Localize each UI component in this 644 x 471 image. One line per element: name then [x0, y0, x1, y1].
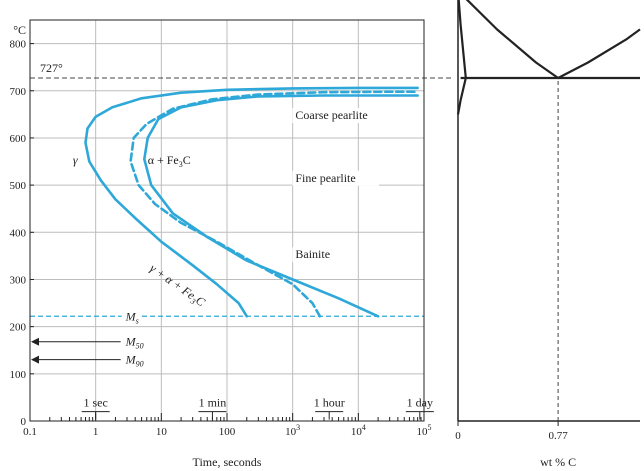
label-bg	[292, 247, 342, 263]
x-tick-label: 1	[93, 426, 99, 438]
x-tick-label: 105	[417, 423, 432, 438]
phase-line-2	[465, 0, 641, 80]
y-tick-label: 300	[10, 274, 27, 286]
phase-line-1	[456, 0, 467, 115]
y-tick-label: 700	[10, 86, 27, 98]
ms-label-bg	[121, 308, 142, 323]
y-tick-label: 0	[21, 416, 27, 428]
chart-labels: 1 sec 1 min 1 hour 1 day 727° Ms M50 M90 γ α + Fe…	[31, 61, 434, 420]
phase-diagram-chart: 0 0.77 wt % C	[455, 0, 641, 469]
time-marker-label: 1 sec	[84, 396, 108, 410]
y-axis-unit: °C	[13, 23, 26, 37]
y-tick-label: 100	[10, 369, 27, 381]
y-tick-label: 800	[10, 39, 27, 51]
time-marker-label: 1 min	[199, 396, 227, 410]
y-tick-label: 500	[10, 180, 27, 192]
region-label: γ + α + Fe3C	[146, 261, 208, 311]
rotated-label-group: γ + α + Fe3C	[146, 261, 208, 311]
x-axis-title: Time, seconds	[193, 455, 262, 469]
martensite-label: M50	[125, 335, 144, 351]
grid-lines	[29, 20, 425, 422]
transformation-curves	[84, 86, 419, 318]
region-label: α + Fe3C	[148, 153, 191, 169]
time-marker-label: 1 day	[407, 396, 433, 410]
region-label: Bainite	[295, 247, 330, 261]
ttt-diagram-chart: 0.1 1 10 100 103 104 105 0 100 200 300 400 500 600 700…	[10, 19, 454, 469]
ttt-curve-2	[129, 90, 419, 318]
ms-label: Ms	[125, 309, 139, 325]
label-bg	[292, 170, 379, 186]
reference-lines	[30, 77, 454, 323]
phase-x-tick-label: 0.77	[548, 430, 568, 442]
ttt-curve-3	[143, 94, 419, 318]
martensite-label: M90	[125, 353, 144, 369]
phase-x-axis-title: wt % C	[540, 455, 576, 469]
region-label: γ	[73, 153, 78, 167]
eutectoid-label: 727°	[40, 61, 63, 75]
x-tick-label: 100	[219, 426, 236, 438]
region-label: Coarse pearlite	[295, 108, 367, 122]
x-tick-label: 103	[285, 423, 300, 438]
label-bg	[292, 108, 392, 124]
y-tick-label: 600	[10, 133, 27, 145]
phase-x-tick-label: 0	[455, 430, 461, 442]
region-label: Fine pearlite	[295, 171, 355, 185]
chart-axes: 0.1 1 10 100 103 104 105 0 100 200 300 400 500 600 700…	[10, 19, 432, 469]
x-tick-label: 104	[351, 423, 366, 438]
x-tick-label: 0.1	[23, 426, 37, 438]
y-tick-label: 400	[10, 227, 27, 239]
y-tick-label: 200	[10, 322, 27, 334]
ttt-curve-1	[84, 86, 419, 318]
time-marker-label: 1 hour	[314, 396, 345, 410]
x-tick-label: 10	[156, 426, 168, 438]
